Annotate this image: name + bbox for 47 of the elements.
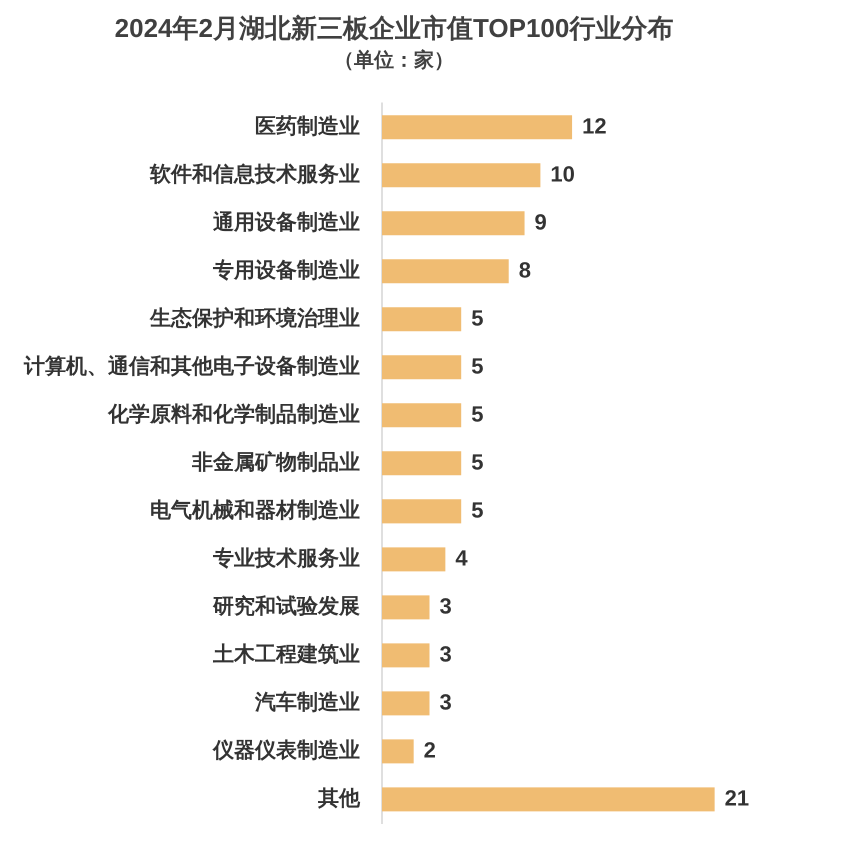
data-label: 5 (471, 305, 484, 330)
bar (382, 115, 572, 140)
data-label: 12 (582, 113, 607, 138)
data-label: 5 (471, 449, 484, 474)
bar (382, 547, 446, 572)
data-label: 10 (550, 161, 575, 186)
chart-subtitle: （单位：家） (334, 48, 454, 72)
bar (382, 355, 462, 380)
data-label: 4 (455, 545, 468, 570)
bar (382, 499, 462, 524)
data-label: 5 (471, 353, 484, 378)
bar (382, 403, 462, 428)
y-tick-label: 仪器仪表制造业 (212, 739, 360, 762)
data-label: 8 (518, 257, 531, 282)
data-label: 5 (471, 401, 484, 426)
y-tick-label: 其他 (317, 787, 361, 810)
y-tick-label: 土木工程建筑业 (212, 643, 360, 666)
y-tick-label: 通用设备制造业 (212, 211, 360, 234)
data-label: 21 (724, 785, 750, 810)
data-label: 3 (440, 593, 452, 618)
y-tick-label: 非金属矿物制品业 (191, 450, 360, 474)
bar (382, 451, 462, 476)
y-tick-label: 专用设备制造业 (212, 259, 360, 282)
data-label: 3 (440, 641, 452, 666)
y-tick-label: 汽车制造业 (254, 690, 360, 714)
y-tick-label: 软件和信息技术服务业 (149, 163, 360, 186)
y-tick-label: 电气机械和器材制造业 (150, 499, 360, 522)
bar (382, 307, 462, 332)
y-tick-label: 医药制造业 (255, 115, 360, 138)
data-label: 9 (534, 209, 547, 234)
bar (382, 163, 540, 188)
data-label: 3 (440, 689, 452, 714)
bar (382, 739, 414, 764)
bar (382, 211, 525, 236)
y-tick-label: 化学原料和化学制品制造业 (107, 403, 360, 426)
data-label: 5 (471, 497, 484, 522)
y-tick-label: 研究和试验发展 (212, 594, 360, 618)
chart-title: 2024年2月湖北新三板企业市值TOP100行业分布 (114, 12, 674, 43)
bar (382, 787, 715, 812)
bar (382, 643, 430, 668)
bar (382, 259, 509, 284)
y-tick-label: 计算机、通信和其他电子设备制造业 (23, 355, 360, 378)
data-label: 2 (424, 737, 436, 762)
bar (382, 595, 430, 620)
bar (382, 691, 430, 716)
y-tick-label: 专业技术服务业 (212, 547, 360, 570)
y-tick-label: 生态保护和环境治理业 (149, 306, 360, 330)
